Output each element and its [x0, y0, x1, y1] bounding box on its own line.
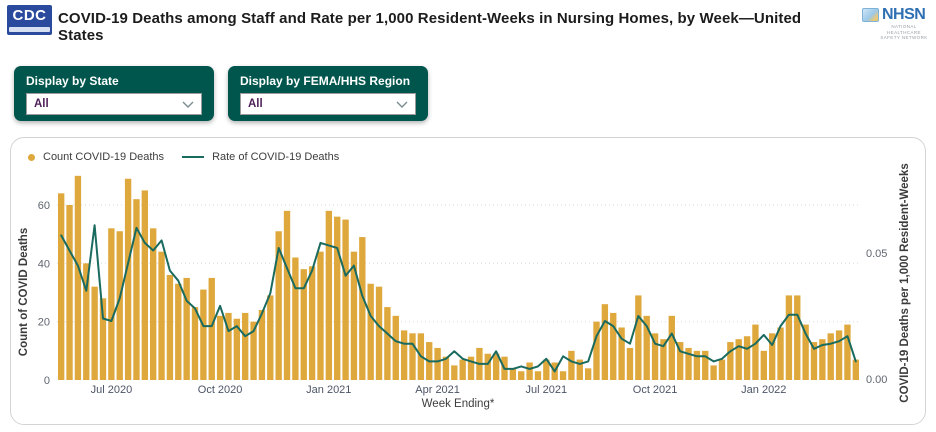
rate-legend-line-icon [182, 156, 205, 158]
count-legend-label: Count COVID-19 Deaths [43, 151, 165, 163]
nhsn-logo: NHSN NATIONAL HEALTHCARE SAFETY NETWORK [862, 6, 932, 41]
state-select[interactable]: All [26, 93, 202, 115]
rate-legend-label: Rate of COVID-19 Deaths [212, 151, 340, 163]
region-select-value: All [248, 98, 263, 110]
chevron-down-icon[interactable] [182, 101, 194, 108]
cdc-logo-text: CDC [12, 7, 47, 24]
nhsn-logo-text: NHSN [882, 6, 926, 23]
count-legend-dot-icon [28, 153, 35, 161]
page-title: COVID-19 Deaths among Staff and Rate per… [58, 10, 802, 44]
state-select-value: All [34, 98, 49, 110]
nhsn-monitor-icon [862, 8, 879, 22]
chart-card [10, 137, 926, 425]
chevron-down-icon[interactable] [396, 101, 408, 108]
region-select[interactable]: All [240, 93, 416, 115]
state-filter-label: Display by State [26, 74, 119, 88]
region-filter-panel: Display by FEMA/HHS Region All [228, 66, 428, 121]
region-filter-label: Display by FEMA/HHS Region [240, 74, 411, 88]
chart-legend: Count COVID-19 Deaths Rate of COVID-19 D… [28, 151, 349, 163]
cdc-logo: CDC [7, 5, 52, 35]
nhsn-logo-subtext: NATIONAL HEALTHCARE SAFETY NETWORK [880, 24, 928, 41]
state-filter-panel: Display by State All [14, 66, 214, 121]
cdc-logo-strip [9, 27, 50, 32]
